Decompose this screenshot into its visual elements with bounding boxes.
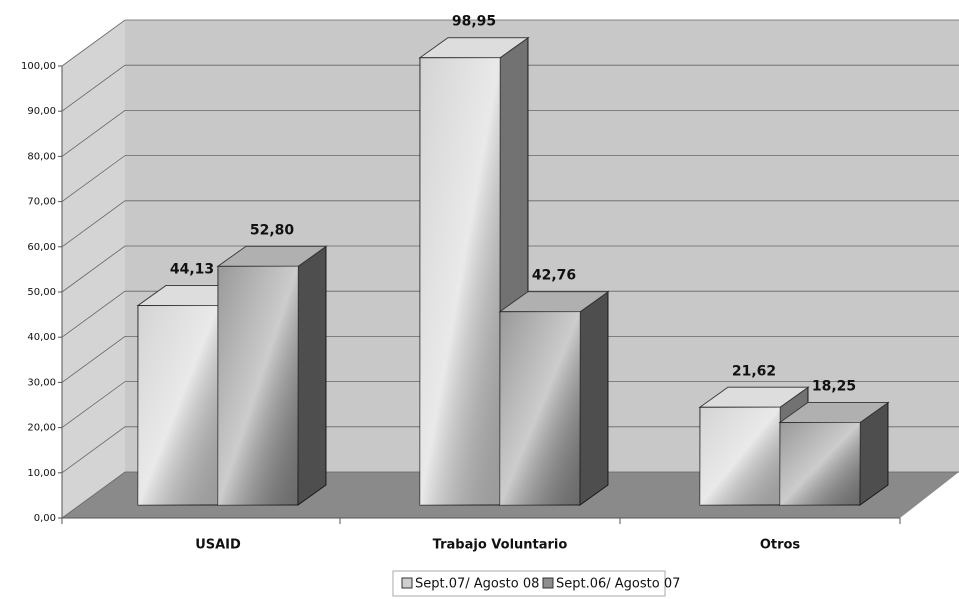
grid-line [61,381,959,428]
bar [216,245,328,506]
legend [392,570,666,597]
data-label: 44,13 [170,262,214,278]
data-label: 42,76 [532,268,576,284]
legend-label: Sept.06/ Agosto 07 [556,577,680,592]
grid-line [61,64,959,112]
grid-line [61,110,959,157]
y-tick-label: 80,00 [27,151,56,162]
bar [498,290,610,506]
bar [778,401,890,506]
grid-line [61,335,959,383]
grid-line [61,200,959,248]
y-tick-label: 10,00 [27,468,56,479]
bar-side-shade [860,402,888,505]
bar-front-shine [138,305,218,505]
grid-line [61,19,959,67]
data-label: 98,95 [452,14,496,30]
bar-top-shine [218,246,326,267]
bar-front-shine [218,266,298,505]
x-tick-label: Trabajo Voluntario [433,538,568,553]
y-tick-label: 30,00 [27,377,56,388]
bar-top-shine [700,387,808,408]
grid-line [61,245,959,293]
bar-top-shine [420,37,528,58]
grid-line [61,155,959,202]
y-tick-label: 70,00 [27,197,56,208]
y-tick-label: 100,00 [21,61,56,72]
bar-top-shine [780,402,888,423]
y-tick-label: 60,00 [27,242,56,253]
bar-front-shine [420,57,500,505]
bar-side-shade [580,291,608,505]
data-label: 18,25 [812,379,856,395]
bar-side-shade [298,246,326,505]
x-tick-label: Otros [760,538,801,553]
data-label: 52,80 [250,222,295,238]
bar-front-shine [500,311,580,505]
y-tick-label: 0,00 [34,513,56,524]
grid-line [61,426,959,474]
bar-front-shine [780,422,860,505]
legend-swatch [401,577,413,589]
y-tick-label: 40,00 [27,332,56,343]
grid-line [61,290,959,338]
y-tick-label: 20,00 [27,423,56,434]
legend-label: Sept.07/ Agosto 08 [415,577,539,592]
y-tick-label: 90,00 [27,106,56,117]
y-tick-label: 50,00 [27,287,56,298]
legend-swatch [542,577,554,589]
data-label: 21,62 [732,363,776,379]
bar-front-shine [700,407,780,505]
x-tick-label: USAID [195,538,241,553]
bar-top-shine [500,291,608,312]
grid-line [61,471,959,519]
